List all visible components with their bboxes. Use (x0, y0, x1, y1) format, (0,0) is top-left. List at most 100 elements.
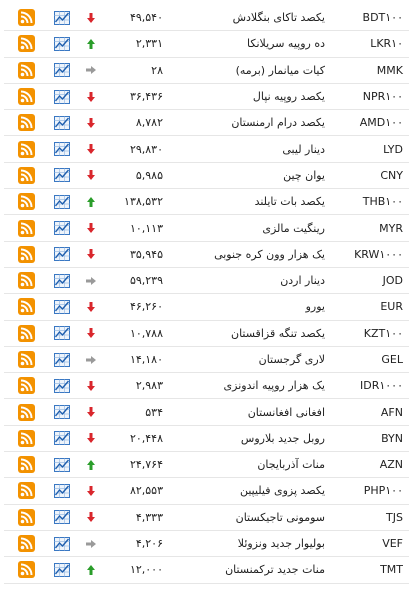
trend-arrow (84, 347, 98, 372)
currency-code: BYN (381, 431, 403, 445)
rss-icon[interactable] (18, 110, 35, 135)
rss-icon[interactable] (18, 557, 35, 582)
rss-icon[interactable] (18, 531, 35, 556)
chart-icon[interactable] (54, 5, 70, 30)
trend-arrow (84, 426, 98, 451)
icon (18, 561, 35, 579)
chart-icon[interactable] (54, 478, 70, 503)
currency-name: یورو (305, 300, 325, 314)
currency-name: یکصد درام ارمنستان (231, 116, 325, 130)
rate-value: ۱۳۸,۵۳۲ (124, 195, 163, 209)
chart-icon[interactable] (54, 31, 70, 56)
chart-icon[interactable] (54, 531, 70, 556)
currency-name: کیات میانمار (برمه) (235, 63, 325, 77)
currency-code: LYD (383, 142, 403, 156)
rate-value: ۴۹,۵۴۰ (129, 11, 163, 25)
rss-icon[interactable] (18, 347, 35, 372)
rss-icon[interactable] (18, 321, 35, 346)
chart-icon[interactable] (54, 347, 70, 372)
icon (87, 564, 95, 575)
chart-icon[interactable] (54, 215, 70, 240)
icon (18, 298, 35, 316)
chart-icon[interactable] (54, 84, 70, 109)
icon (87, 301, 95, 312)
rss-icon[interactable] (18, 452, 35, 477)
chart-icon[interactable] (54, 268, 70, 293)
rss-icon[interactable] (18, 136, 35, 161)
rss-icon[interactable] (18, 5, 35, 30)
rate-row: TMT منات جدید ترکمنستان ۱۲,۰۰۰ (4, 557, 409, 584)
chart-icon[interactable] (54, 557, 70, 582)
currency-name: یکصد تاکای بنگلادش (232, 11, 325, 25)
currency-name: ده روپیه سریلانکا (247, 37, 325, 51)
icon (54, 378, 70, 393)
icon (54, 483, 70, 498)
rate-row: AMD۱۰۰ یکصد درام ارمنستان ۸,۷۸۲ (4, 110, 409, 137)
rss-icon[interactable] (18, 31, 35, 56)
chart-icon[interactable] (54, 242, 70, 267)
rss-icon[interactable] (18, 215, 35, 240)
rss-icon[interactable] (18, 242, 35, 267)
trend-arrow (84, 294, 98, 319)
icon (87, 196, 95, 207)
rate-row: BYN روبل جدید بلاروس ۲۰,۴۴۸ (4, 426, 409, 453)
icon (87, 485, 95, 496)
chart-icon[interactable] (54, 321, 70, 346)
rss-icon[interactable] (18, 84, 35, 109)
trend-arrow (84, 505, 98, 530)
chart-icon[interactable] (54, 110, 70, 135)
rss-icon[interactable] (18, 505, 35, 530)
rate-value: ۸۲,۵۵۳ (129, 484, 163, 498)
rate-row: NPR۱۰۰ یکصد روپیه نپال ۳۶,۴۳۶ (4, 84, 409, 111)
rate-row: IDR۱۰۰۰ یک هزار روپیه اندونزی ۲,۹۸۳ (4, 373, 409, 400)
chart-icon[interactable] (54, 373, 70, 398)
currency-code: CNY (380, 168, 403, 182)
chart-icon[interactable] (54, 163, 70, 188)
rss-icon[interactable] (18, 294, 35, 319)
rate-row: LKR۱۰ ده روپیه سریلانکا ۲,۳۳۱ (4, 31, 409, 58)
chart-icon[interactable] (54, 399, 70, 424)
chart-icon[interactable] (54, 294, 70, 319)
rate-row: TJS سومونی تاجیکستان ۴,۳۳۳ (4, 505, 409, 531)
currency-code: JOD (382, 274, 403, 288)
icon (18, 324, 35, 342)
rate-value: ۲,۳۳۱ (135, 37, 163, 51)
chart-icon[interactable] (54, 58, 70, 83)
chart-icon[interactable] (54, 136, 70, 161)
rate-value: ۳۵,۹۴۵ (129, 247, 163, 261)
icon (86, 66, 96, 75)
currency-code: PHP۱۰۰ (363, 484, 403, 498)
icon (18, 403, 35, 421)
rate-value: ۴۶,۲۶۰ (129, 300, 163, 314)
icon (54, 431, 70, 446)
icon (54, 405, 70, 420)
rss-icon[interactable] (18, 58, 35, 83)
currency-code: KZT۱۰۰ (363, 326, 403, 340)
icon (54, 221, 70, 236)
currency-name: منات آذربایجان (257, 458, 325, 472)
chart-icon[interactable] (54, 452, 70, 477)
icon (18, 272, 35, 290)
rss-icon[interactable] (18, 373, 35, 398)
rate-value: ۲,۹۸۳ (135, 379, 163, 393)
icon (86, 355, 96, 364)
currency-name: یکصد پزوی فیلیپین (239, 484, 325, 498)
icon (18, 219, 35, 237)
rss-icon[interactable] (18, 478, 35, 503)
rss-icon[interactable] (18, 163, 35, 188)
rss-icon[interactable] (18, 399, 35, 424)
currency-name: لاری گرجستان (258, 353, 325, 366)
rss-icon[interactable] (18, 189, 35, 214)
rss-icon[interactable] (18, 268, 35, 293)
chart-icon[interactable] (54, 426, 70, 451)
chart-icon[interactable] (54, 189, 70, 214)
chart-icon[interactable] (54, 505, 70, 530)
trend-arrow (84, 84, 98, 109)
icon (54, 273, 70, 288)
icon (54, 326, 70, 341)
rate-row: AZN منات آذربایجان ۲۴,۷۶۴ (4, 452, 409, 479)
trend-arrow (84, 452, 98, 477)
rss-icon[interactable] (18, 426, 35, 451)
currency-code: KRW۱۰۰۰ (354, 247, 403, 261)
